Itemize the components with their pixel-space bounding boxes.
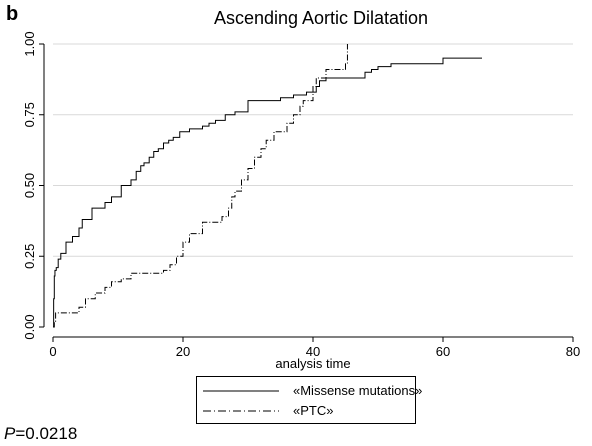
x-axis-title: analysis time — [275, 356, 350, 371]
panel-letter: b — [6, 3, 19, 25]
chart-title: Ascending Aortic Dilatation — [213, 8, 429, 28]
km-plot: 0.00 0.25 0.50 0.75 1.00 0 20 40 60 80 analysis ti… — [22, 31, 580, 371]
y-tick-label-1: 0.25 — [22, 244, 37, 269]
legend-label-missense: «Missense mutations» — [293, 383, 423, 398]
x-tick-label-3: 60 — [436, 344, 450, 359]
axes-layer — [39, 43, 574, 342]
series-line-1 — [53, 44, 348, 328]
series-line-0 — [53, 57, 482, 328]
x-tick-label-2: 40 — [306, 344, 320, 359]
p-value: P=0.0218 — [4, 424, 77, 444]
y-tick-label-2: 0.50 — [22, 173, 37, 198]
legend-item-missense: «Missense mutations» — [197, 381, 422, 401]
x-tick-label-4: 80 — [566, 344, 580, 359]
x-tick-label-0: 0 — [49, 344, 56, 359]
p-value-text: =0.0218 — [15, 424, 78, 443]
y-tick-label-3: 0.75 — [22, 102, 37, 127]
legend-label-ptc: «PTC» — [293, 403, 334, 418]
y-tick-label-0: 0.00 — [22, 314, 37, 339]
grid-layer — [53, 43, 573, 257]
legend-swatch-ptc — [203, 410, 279, 412]
labels-layer: 0.00 0.25 0.50 0.75 1.00 0 20 40 60 80 analysis ti… — [22, 31, 580, 371]
y-tick-label-4: 1.00 — [22, 31, 37, 56]
legend: «Missense mutations» «PTC» — [196, 376, 422, 424]
p-value-symbol: P — [4, 424, 16, 443]
legend-swatch-missense — [203, 390, 279, 392]
series-layer — [53, 44, 482, 328]
legend-item-ptc: «PTC» — [197, 401, 415, 421]
x-tick-label-1: 20 — [176, 344, 190, 359]
